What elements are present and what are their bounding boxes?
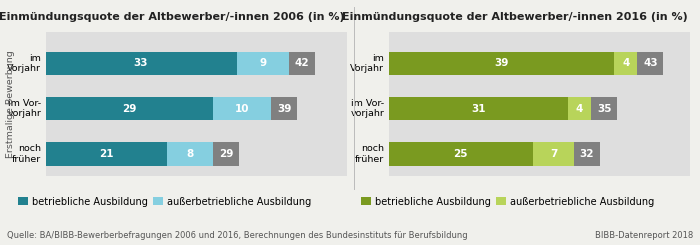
Text: 9: 9 [259, 59, 266, 68]
Bar [568, 97, 591, 120]
Text: BIBB-Datenreport 2018: BIBB-Datenreport 2018 [595, 231, 693, 240]
Bar [46, 52, 237, 75]
Text: 25: 25 [454, 149, 468, 159]
Text: 43: 43 [643, 59, 658, 68]
Bar [167, 142, 214, 166]
Text: 4: 4 [622, 59, 629, 68]
Bar [389, 142, 533, 166]
Text: Quelle: BA/BIBB-Bewerberbefragungen 2006 und 2016, Berechnungen des Bundesinstit: Quelle: BA/BIBB-Bewerberbefragungen 2006… [7, 231, 468, 240]
Bar [533, 142, 574, 166]
Bar [272, 97, 298, 120]
Bar [237, 52, 288, 75]
Bar [214, 97, 272, 120]
Text: 39: 39 [494, 59, 509, 68]
Text: 7: 7 [550, 149, 557, 159]
Bar [389, 97, 568, 120]
Text: 29: 29 [219, 149, 234, 159]
Bar [288, 52, 315, 75]
Text: 39: 39 [277, 104, 291, 114]
Text: 29: 29 [122, 104, 136, 114]
Text: 33: 33 [134, 59, 148, 68]
Text: 4: 4 [576, 104, 583, 114]
Text: Erstmalige Bewerbung: Erstmalige Bewerbung [6, 50, 15, 158]
Text: 31: 31 [471, 104, 486, 114]
Bar [638, 52, 664, 75]
Text: Einmündungsquote der Altbewerber/-innen 2016 (in %): Einmündungsquote der Altbewerber/-innen … [342, 12, 687, 22]
Bar [214, 142, 239, 166]
Text: 35: 35 [597, 104, 611, 114]
Legend: betriebliche Ausbildung, außerbetriebliche Ausbildung: betriebliche Ausbildung, außerbetrieblic… [357, 193, 658, 211]
Bar [615, 52, 638, 75]
Bar [389, 52, 615, 75]
Legend: betriebliche Ausbildung, außerbetriebliche Ausbildung: betriebliche Ausbildung, außerbetrieblic… [14, 193, 315, 211]
Bar [574, 142, 600, 166]
Text: 10: 10 [235, 104, 250, 114]
Text: 42: 42 [294, 59, 309, 68]
Text: 8: 8 [187, 149, 194, 159]
Text: Einmündungsquote der Altbewerber/-innen 2006 (in %): Einmündungsquote der Altbewerber/-innen … [0, 12, 344, 22]
Bar [591, 97, 617, 120]
Text: 21: 21 [99, 149, 113, 159]
Bar [46, 97, 214, 120]
Bar [46, 142, 167, 166]
Text: 32: 32 [580, 149, 594, 159]
